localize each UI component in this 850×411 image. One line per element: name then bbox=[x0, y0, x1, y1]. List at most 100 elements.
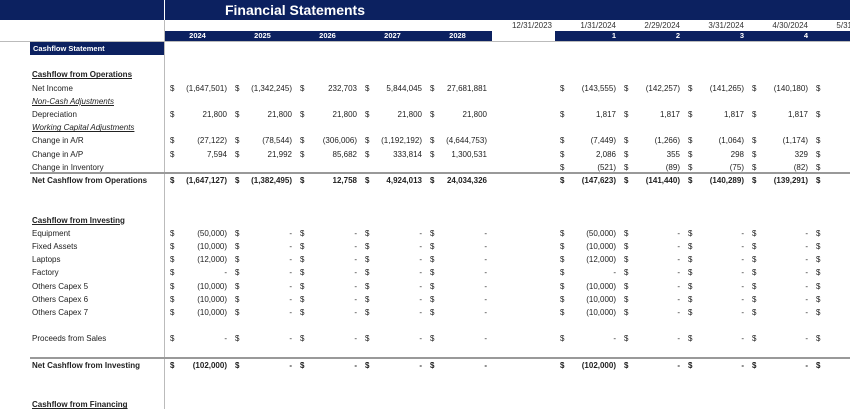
monthly-cell: $ bbox=[811, 82, 850, 95]
year-header-2026: 2026 bbox=[319, 31, 336, 40]
cell-value: 7,594 bbox=[206, 149, 227, 159]
cell-value: - bbox=[741, 268, 744, 278]
cell-value: (75) bbox=[729, 162, 744, 172]
annual-cell: $ (1,382,495) bbox=[230, 174, 295, 187]
dollar-sign: $ bbox=[624, 136, 629, 146]
cell-value: (82) bbox=[793, 162, 808, 172]
annual-cell: $ (10,000) bbox=[165, 293, 230, 306]
annual-cell: $ (1,647,127) bbox=[165, 174, 230, 187]
cell-value: (140,289) bbox=[709, 176, 744, 185]
dollar-sign: $ bbox=[560, 176, 565, 185]
monthly-cell: $ bbox=[811, 359, 850, 372]
dollar-sign: $ bbox=[300, 268, 305, 278]
cell-value: - bbox=[805, 255, 808, 265]
cell-value: (12,000) bbox=[586, 255, 616, 265]
monthly-cell: $ - bbox=[619, 253, 683, 266]
dollar-sign: $ bbox=[752, 162, 757, 172]
dollar-sign: $ bbox=[816, 228, 821, 238]
monthly-cell: $355 bbox=[619, 148, 683, 161]
monthly-cell: $ bbox=[811, 134, 850, 147]
cell-value: (141,440) bbox=[645, 176, 680, 185]
dollar-sign: $ bbox=[170, 228, 175, 238]
monthly-cell: $ bbox=[811, 293, 850, 306]
cell-value: 24,034,326 bbox=[446, 176, 487, 185]
cell-value: (141,265) bbox=[709, 83, 744, 93]
monthly-cell: $ - bbox=[683, 240, 747, 253]
monthly-cell: $ (10,000) bbox=[555, 293, 619, 306]
monthly-cell: $ - bbox=[747, 240, 811, 253]
dollar-sign: $ bbox=[752, 110, 757, 119]
annual-cell: $ (10,000) bbox=[165, 280, 230, 293]
dollar-sign: $ bbox=[430, 242, 435, 251]
annual-cell: $ - bbox=[425, 293, 490, 306]
page-title: Financial Statements bbox=[224, 2, 366, 18]
dollar-sign: $ bbox=[170, 149, 175, 159]
cell-value: - bbox=[484, 281, 487, 291]
cell-value: - bbox=[354, 360, 357, 370]
monthly-cell: $ (102,000) bbox=[555, 359, 619, 372]
month-date-1: 1/31/2024 bbox=[580, 21, 616, 30]
annual-cell: $ - bbox=[230, 253, 295, 266]
month-date-4: 4/30/2024 bbox=[772, 21, 808, 30]
dollar-sign: $ bbox=[816, 110, 821, 119]
dollar-sign: $ bbox=[624, 255, 629, 265]
dollar-sign: $ bbox=[365, 308, 370, 317]
cell-value: - bbox=[805, 242, 808, 251]
dollar-sign: $ bbox=[430, 110, 435, 119]
annual-cell: $ - bbox=[360, 280, 425, 293]
cell-value: 333,814 bbox=[393, 149, 422, 159]
dollar-sign: $ bbox=[560, 83, 565, 93]
cell-value: 232,703 bbox=[328, 83, 357, 93]
dollar-sign: $ bbox=[688, 294, 693, 304]
dollar-sign: $ bbox=[170, 294, 175, 304]
annual-cell: $ - bbox=[230, 293, 295, 306]
monthly-cell: $1,817 bbox=[747, 108, 811, 121]
annual-cell: $ - bbox=[295, 306, 360, 319]
cell-value: - bbox=[677, 360, 680, 370]
monthly-cell: $298 bbox=[683, 148, 747, 161]
dollar-sign: $ bbox=[816, 281, 821, 291]
dollar-sign: $ bbox=[170, 268, 175, 278]
row-label: Others Capex 7 bbox=[32, 308, 89, 317]
cell-value: - bbox=[419, 334, 422, 344]
annual-cell: $ (78,544) bbox=[230, 134, 295, 147]
monthly-cell: $ (89) bbox=[619, 161, 683, 174]
dollar-sign: $ bbox=[560, 255, 565, 265]
dollar-sign: $ bbox=[235, 176, 240, 185]
month-number-2: 2 bbox=[675, 31, 680, 40]
monthly-cell: $2,086 bbox=[555, 148, 619, 161]
monthly-cell: $ - bbox=[619, 240, 683, 253]
dollar-sign: $ bbox=[170, 308, 175, 317]
dollar-sign: $ bbox=[752, 360, 757, 370]
cell-value: - bbox=[741, 281, 744, 291]
dollar-sign: $ bbox=[624, 334, 629, 344]
dollar-sign: $ bbox=[365, 242, 370, 251]
table-row: Others Capex 6 $ (10,000) $ - $ - $ - $ - $ (10,000)… bbox=[0, 293, 850, 306]
monthly-cell: $ - bbox=[619, 280, 683, 293]
dollar-sign: $ bbox=[560, 149, 565, 159]
cell-value: - bbox=[805, 334, 808, 344]
monthly-cell: $ - bbox=[683, 253, 747, 266]
dollar-sign: $ bbox=[170, 281, 175, 291]
monthly-cell: $ - bbox=[619, 359, 683, 372]
cell-value: - bbox=[484, 294, 487, 304]
cell-value: (50,000) bbox=[197, 228, 227, 238]
row-label: Others Capex 5 bbox=[32, 281, 89, 291]
dollar-sign: $ bbox=[430, 136, 435, 146]
monthly-cell: $ - bbox=[555, 266, 619, 279]
dollar-sign: $ bbox=[430, 149, 435, 159]
cell-value: - bbox=[677, 334, 680, 344]
cell-value: - bbox=[354, 255, 357, 265]
dollar-sign: $ bbox=[430, 228, 435, 238]
dollar-sign: $ bbox=[365, 334, 370, 344]
cell-value: (10,000) bbox=[197, 294, 227, 304]
cell-value: - bbox=[289, 242, 292, 251]
dollar-sign: $ bbox=[752, 334, 757, 344]
dollar-sign: $ bbox=[688, 268, 693, 278]
year-header-2028: 2028 bbox=[449, 31, 466, 40]
cell-value: (10,000) bbox=[586, 294, 616, 304]
annual-cell: $ - bbox=[295, 359, 360, 372]
dollar-sign: $ bbox=[365, 294, 370, 304]
dollar-sign: $ bbox=[430, 308, 435, 317]
dollar-sign: $ bbox=[430, 83, 435, 93]
